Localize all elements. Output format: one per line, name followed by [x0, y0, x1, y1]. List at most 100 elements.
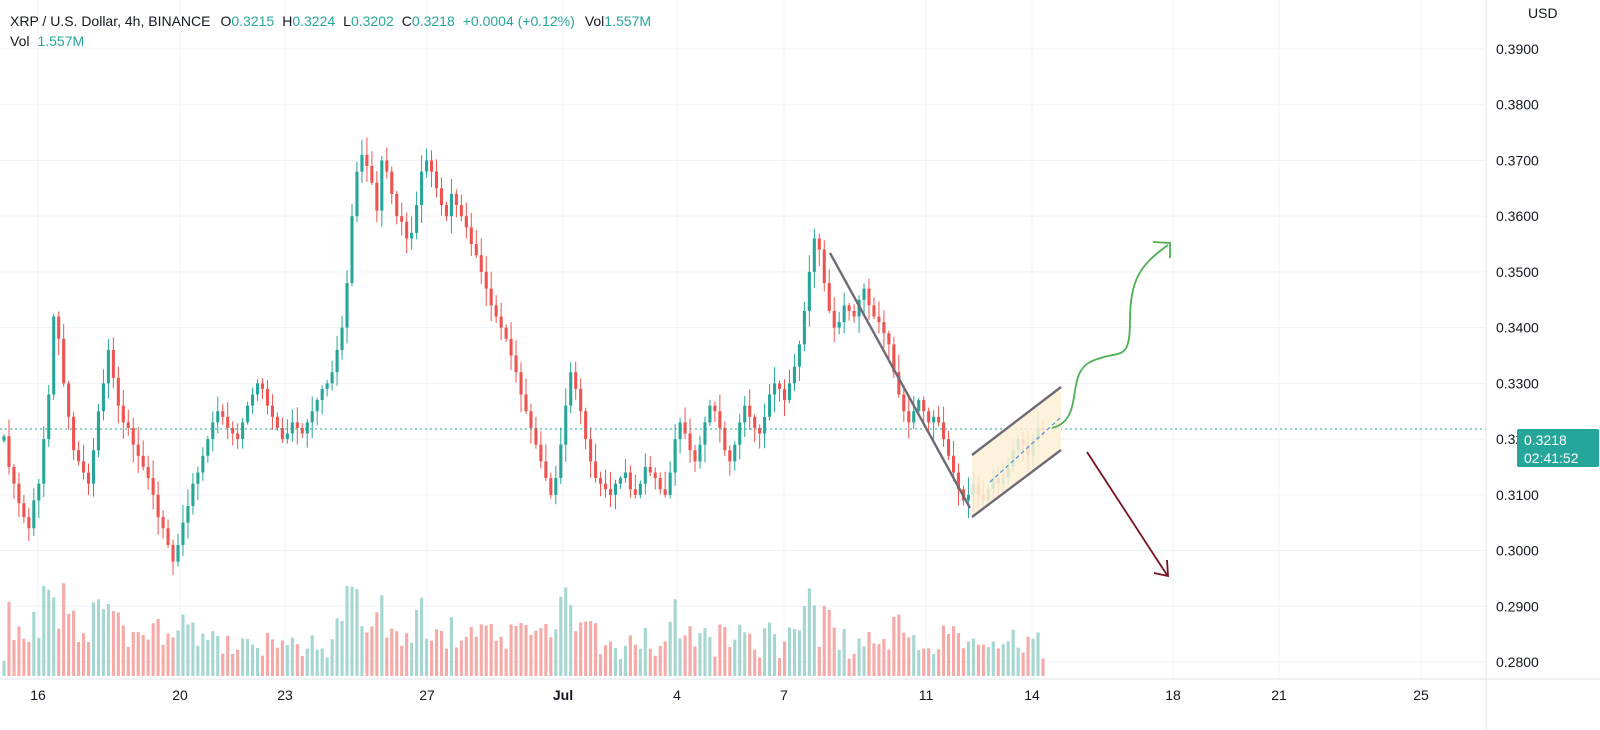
- volume-bar: [882, 638, 886, 676]
- time-axis[interactable]: 16 20 23 27 Jul 4 7 11 14 18 21 25: [30, 687, 1429, 703]
- volume-bar: [400, 645, 404, 676]
- y-tick-label: 0.3900: [1496, 41, 1539, 57]
- volume-bar: [703, 627, 707, 676]
- volume-bar: [42, 585, 46, 676]
- candle-body: [673, 439, 677, 473]
- volume-bar: [434, 629, 439, 676]
- bearish-arrow-head: [1153, 559, 1169, 578]
- volume-bar: [385, 637, 389, 676]
- volume-bars: [2, 583, 1045, 676]
- candle-body: [912, 411, 916, 423]
- candle-body: [275, 416, 279, 428]
- volume-bar: [529, 634, 533, 676]
- bearish-projection-arrow: [1086, 451, 1168, 576]
- volume-bar: [484, 625, 488, 676]
- candle-body: [434, 171, 439, 189]
- volume-bar: [106, 603, 110, 676]
- volume-bar: [743, 632, 747, 676]
- symbol-title[interactable]: XRP / U.S. Dollar, 4h, BINANCE: [10, 13, 211, 29]
- volume-bar: [141, 634, 145, 676]
- candle-body: [106, 349, 110, 384]
- volume-bar: [156, 618, 160, 676]
- candle-body: [290, 422, 294, 434]
- volume-bar: [817, 646, 821, 676]
- x-tick-label: 7: [780, 687, 788, 703]
- candle-body: [315, 400, 319, 412]
- volume-bar: [2, 660, 6, 676]
- volume-bar: [802, 605, 806, 676]
- volume-bar: [504, 648, 508, 676]
- candle-body: [81, 461, 86, 473]
- volume-bar: [539, 628, 543, 676]
- volume-bar: [221, 653, 225, 676]
- candle-body: [141, 455, 145, 467]
- volume-bar: [947, 633, 951, 676]
- volume-bar: [390, 628, 394, 676]
- volume-bar: [599, 654, 603, 676]
- volume-bar: [986, 647, 990, 676]
- volume-label[interactable]: Vol: [10, 33, 30, 49]
- volume-bar: [315, 649, 319, 676]
- candle-body: [842, 305, 846, 323]
- candle-body: [584, 411, 588, 440]
- candle-body: [340, 327, 344, 350]
- volume-bar: [146, 639, 150, 676]
- volume-bar: [201, 633, 205, 676]
- candle-body: [444, 205, 448, 217]
- volume-bar: [991, 641, 995, 676]
- volume-bar: [216, 635, 220, 676]
- candle-body: [380, 160, 384, 211]
- volume-bar: [469, 626, 473, 676]
- volume-bar: [449, 617, 453, 676]
- candle-body: [867, 288, 871, 306]
- y-tick-label: 0.3400: [1496, 320, 1539, 336]
- candle-body: [579, 388, 583, 412]
- candle-body: [519, 372, 523, 395]
- candle-body: [365, 154, 369, 167]
- candle-body: [688, 433, 692, 451]
- volume-bar: [623, 645, 627, 676]
- volume-bar: [862, 646, 866, 676]
- channel-upper-line: [971, 386, 1062, 456]
- y-tick-label: 0.3300: [1496, 375, 1539, 391]
- candle-body: [753, 416, 757, 428]
- volume-bar: [981, 644, 985, 676]
- candle-body: [305, 422, 309, 434]
- volume-bar: [265, 632, 270, 676]
- x-tick-label: Jul: [553, 687, 573, 703]
- volume-bar: [181, 614, 185, 676]
- candle-body: [395, 193, 399, 217]
- price-axis[interactable]: 0.3900 0.3800 0.3700 0.3600 0.3500 0.3400 0.33…: [1496, 41, 1539, 670]
- volume-bar: [410, 642, 414, 676]
- candle-body: [777, 383, 782, 389]
- candle-body: [12, 466, 16, 484]
- volume-bar: [27, 641, 31, 676]
- volume-bar: [638, 648, 642, 676]
- volume-bar: [837, 649, 841, 676]
- volume-bar: [1001, 644, 1005, 676]
- y-tick-label: 0.3000: [1496, 543, 1539, 559]
- volume-bar: [832, 627, 836, 676]
- candle-body: [723, 427, 727, 451]
- x-tick-label: 25: [1413, 687, 1429, 703]
- volume-bar: [812, 605, 816, 676]
- volume-bar: [733, 639, 737, 676]
- candle-body: [703, 422, 707, 445]
- candle-body: [564, 405, 568, 445]
- candle-body: [782, 388, 787, 401]
- volume-bar: [32, 611, 36, 676]
- change-value: +0.0004 (+0.12%): [462, 13, 575, 29]
- downtrend-line: [828, 252, 972, 509]
- volume-bar: [136, 632, 140, 676]
- x-tick-label: 23: [277, 687, 293, 703]
- candle-body: [236, 433, 240, 440]
- x-tick-label: 4: [673, 687, 681, 703]
- volume-bar: [350, 586, 354, 676]
- volume-bar: [971, 638, 975, 676]
- candle-body: [186, 505, 190, 523]
- candle-body: [569, 372, 573, 406]
- volume-bar: [7, 601, 11, 676]
- candle-body: [733, 444, 737, 462]
- volume-bar: [77, 642, 81, 676]
